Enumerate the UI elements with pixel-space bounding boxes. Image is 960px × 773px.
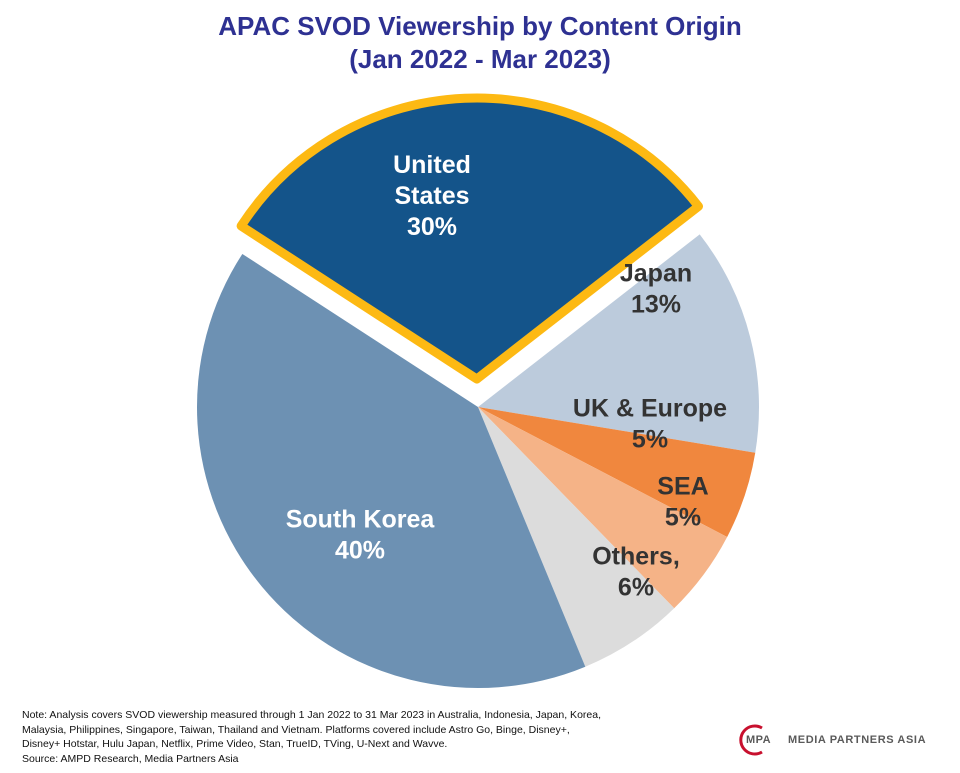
slice-label-line: South Korea: [286, 506, 436, 534]
media-partners-asia-logo: MPA MEDIA PARTNERS ASIA: [732, 722, 952, 758]
pie-slice-south-korea: [196, 253, 586, 689]
pie-slice-united: [236, 93, 704, 384]
slice-label-line: States: [394, 182, 469, 210]
slice-label-line: United: [393, 151, 471, 179]
pie-slice-japan: [478, 234, 759, 453]
slice-label-united: United States 30%: [393, 151, 471, 241]
slice-label-uk-europe: UK & Europe 5%: [573, 395, 727, 454]
slice-label-line: SEA: [657, 473, 708, 501]
slice-label-sea: SEA 5%: [657, 473, 708, 532]
slice-label-line: 40%: [335, 537, 385, 565]
logo-name: MEDIA PARTNERS ASIA: [788, 734, 927, 746]
pie-slice-sea: [478, 407, 728, 609]
slice-label-line: Others,: [592, 543, 680, 571]
logo-ring-icon: [739, 724, 763, 756]
slice-label-line: 6%: [618, 574, 654, 602]
slice-label-japan: Japan 13%: [620, 260, 692, 319]
slice-label-line: 5%: [665, 504, 701, 532]
note-line-3: Disney+ Hotstar, Hulu Japan, Netflix, Pr…: [22, 738, 448, 750]
slice-label-south-korea: South Korea 40%: [286, 506, 436, 565]
logo-abbreviation: MPA: [746, 734, 772, 746]
note-line-1: Note: Analysis covers SVOD viewership me…: [22, 709, 601, 721]
chart-title-line-2: (Jan 2022 - Mar 2023): [349, 44, 611, 74]
slice-label-line: 5%: [632, 426, 668, 454]
chart-title: APAC SVOD Viewership by Content Origin (…: [0, 10, 960, 76]
slice-label-others: Others, 6%: [592, 543, 680, 602]
chart-note: Note: Analysis covers SVOD viewership me…: [22, 708, 742, 766]
source-line: Source: AMPD Research, Media Partners As…: [22, 752, 239, 765]
slice-label-line: Japan: [620, 260, 692, 288]
chart-title-line-1: APAC SVOD Viewership by Content Origin: [218, 11, 742, 41]
pie-slice-uk-europe: [478, 407, 756, 537]
pie-slice-others: [478, 407, 675, 667]
slice-label-line: 13%: [631, 291, 681, 319]
note-line-2: Malaysia, Philippines, Singapore, Taiwan…: [22, 723, 570, 736]
slice-label-line: UK & Europe: [573, 395, 727, 423]
slice-label-line: 30%: [407, 213, 457, 241]
